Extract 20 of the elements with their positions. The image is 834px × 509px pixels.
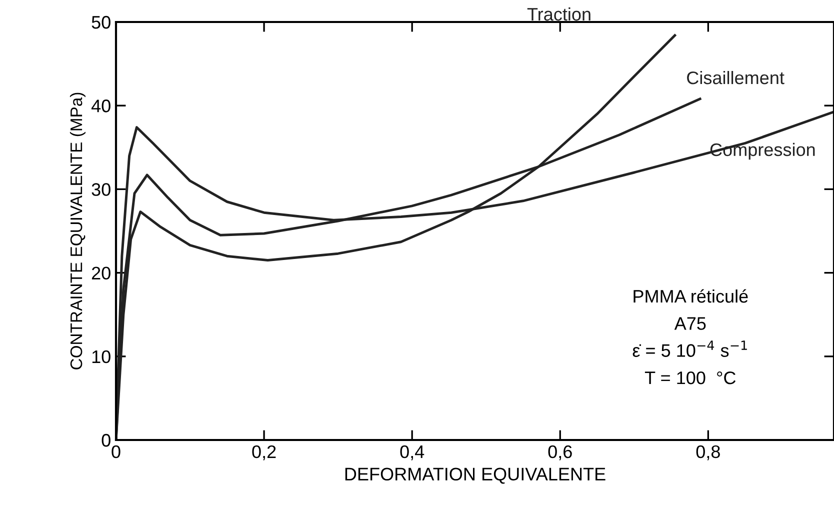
y-tick-label: 50 (92, 16, 110, 29)
annotation: A75 (674, 317, 706, 330)
y-axis-title: CONTRAINTE EQUIVALENTE (MPa) (70, 92, 86, 370)
y-tick-label: 10 (92, 350, 110, 364)
x-axis-title: DEFORMATION EQUIVALENTE (345, 468, 606, 484)
x-tick-label: 0 (112, 445, 120, 458)
x-tick-label: 0,4 (400, 445, 424, 460)
annotation: T = 100 °C (644, 371, 736, 384)
y-tick-label: 20 (92, 266, 110, 280)
annotation: ε̇ = 5 10$^{−4}$ s$^{−1}$ (632, 340, 747, 357)
y-tick-label: 40 (91, 100, 110, 112)
x-tick-label: 0,2 (252, 445, 276, 460)
series-label: Compression (710, 142, 815, 160)
annotation: PMMA réticulé (634, 289, 748, 303)
text: Traction (527, 7, 590, 21)
x-tick-label: 0,6 (548, 445, 572, 460)
series-label: Cisaillement (687, 70, 784, 84)
y-tick-label: 0 (102, 434, 110, 447)
x-tick-label: 0,8 (696, 445, 720, 460)
y-tick-label: 30 (92, 183, 110, 196)
